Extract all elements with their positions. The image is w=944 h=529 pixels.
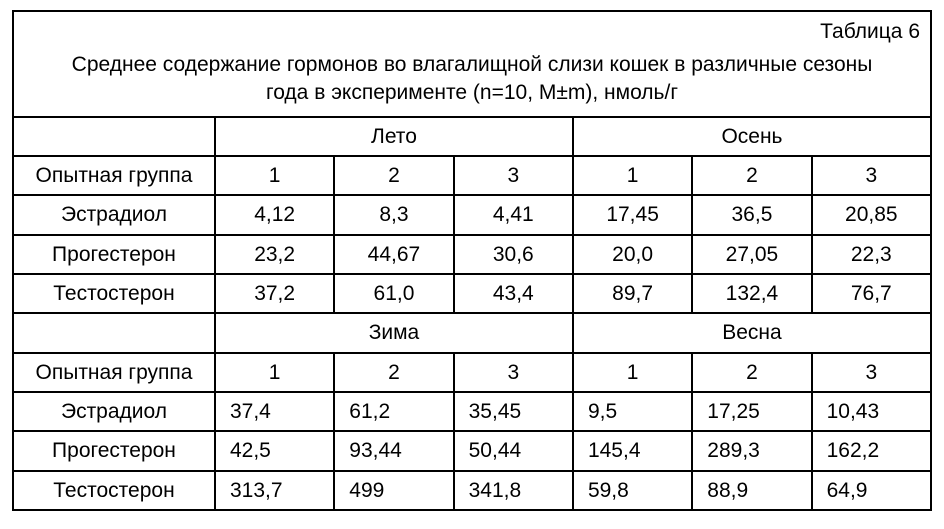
group-col: 2 <box>334 353 453 392</box>
hormone-table: Таблица 6 Среднее содержание гормонов во… <box>12 10 932 511</box>
table-title-cell: Таблица 6 Среднее содержание гормонов во… <box>13 11 931 117</box>
value-cell: 20,85 <box>812 195 931 234</box>
value-cell: 50,44 <box>454 431 573 470</box>
table-row: Тестостерон 313,7 499 341,8 59,8 88,9 64… <box>13 471 931 510</box>
season-header-empty <box>13 313 215 352</box>
season-header-empty <box>13 117 215 156</box>
season-header-winter: Зима <box>215 313 573 352</box>
group-col: 2 <box>692 156 811 195</box>
group-col: 1 <box>215 353 334 392</box>
season-header-summer: Лето <box>215 117 573 156</box>
value-cell: 341,8 <box>454 471 573 510</box>
table-row: Прогестерон 42,5 93,44 50,44 145,4 289,3… <box>13 431 931 470</box>
value-cell: 10,43 <box>812 392 931 431</box>
group-col: 2 <box>692 353 811 392</box>
hormone-label: Эстрадиол <box>13 392 215 431</box>
value-cell: 61,0 <box>334 274 453 313</box>
value-cell: 76,7 <box>812 274 931 313</box>
value-cell: 37,4 <box>215 392 334 431</box>
value-cell: 17,45 <box>573 195 692 234</box>
value-cell: 93,44 <box>334 431 453 470</box>
title-line-2: года в эксперименте (n=10, M±m), нмоль/г <box>266 81 678 104</box>
group-col: 3 <box>812 156 931 195</box>
row-label-header: Опытная группа <box>13 156 215 195</box>
hormone-label: Тестостерон <box>13 274 215 313</box>
group-header-row: Опытная группа 1 2 3 1 2 3 <box>13 156 931 195</box>
value-cell: 162,2 <box>812 431 931 470</box>
value-cell: 9,5 <box>573 392 692 431</box>
hormone-label: Прогестерон <box>13 431 215 470</box>
value-cell: 4,41 <box>454 195 573 234</box>
hormone-label: Тестостерон <box>13 471 215 510</box>
group-col: 3 <box>454 353 573 392</box>
value-cell: 22,3 <box>812 235 931 274</box>
row-label-header: Опытная группа <box>13 353 215 392</box>
title-line-1: Среднее содержание гормонов во влагалищн… <box>72 53 873 76</box>
value-cell: 59,8 <box>573 471 692 510</box>
group-header-row: Опытная группа 1 2 3 1 2 3 <box>13 353 931 392</box>
group-col: 1 <box>573 156 692 195</box>
value-cell: 36,5 <box>692 195 811 234</box>
value-cell: 43,4 <box>454 274 573 313</box>
group-col: 3 <box>812 353 931 392</box>
value-cell: 132,4 <box>692 274 811 313</box>
title-row: Таблица 6 Среднее содержание гормонов во… <box>13 11 931 117</box>
table-row: Эстрадиол 4,12 8,3 4,41 17,45 36,5 20,85 <box>13 195 931 234</box>
hormone-label: Эстрадиол <box>13 195 215 234</box>
value-cell: 88,9 <box>692 471 811 510</box>
value-cell: 17,25 <box>692 392 811 431</box>
season-header-spring: Весна <box>573 313 931 352</box>
value-cell: 64,9 <box>812 471 931 510</box>
value-cell: 89,7 <box>573 274 692 313</box>
table-row: Тестостерон 37,2 61,0 43,4 89,7 132,4 76… <box>13 274 931 313</box>
group-col: 1 <box>215 156 334 195</box>
hormone-label: Прогестерон <box>13 235 215 274</box>
group-col: 3 <box>454 156 573 195</box>
value-cell: 42,5 <box>215 431 334 470</box>
season-header-row: Зима Весна <box>13 313 931 352</box>
value-cell: 20,0 <box>573 235 692 274</box>
value-cell: 499 <box>334 471 453 510</box>
value-cell: 313,7 <box>215 471 334 510</box>
value-cell: 30,6 <box>454 235 573 274</box>
season-header-row: Лето Осень <box>13 117 931 156</box>
value-cell: 4,12 <box>215 195 334 234</box>
value-cell: 8,3 <box>334 195 453 234</box>
table-row: Прогестерон 23,2 44,67 30,6 20,0 27,05 2… <box>13 235 931 274</box>
table-row: Эстрадиол 37,4 61,2 35,45 9,5 17,25 10,4… <box>13 392 931 431</box>
season-header-autumn: Осень <box>573 117 931 156</box>
table-number: Таблица 6 <box>24 18 920 45</box>
value-cell: 27,05 <box>692 235 811 274</box>
value-cell: 145,4 <box>573 431 692 470</box>
value-cell: 44,67 <box>334 235 453 274</box>
value-cell: 35,45 <box>454 392 573 431</box>
value-cell: 289,3 <box>692 431 811 470</box>
value-cell: 61,2 <box>334 392 453 431</box>
value-cell: 37,2 <box>215 274 334 313</box>
group-col: 1 <box>573 353 692 392</box>
value-cell: 23,2 <box>215 235 334 274</box>
group-col: 2 <box>334 156 453 195</box>
